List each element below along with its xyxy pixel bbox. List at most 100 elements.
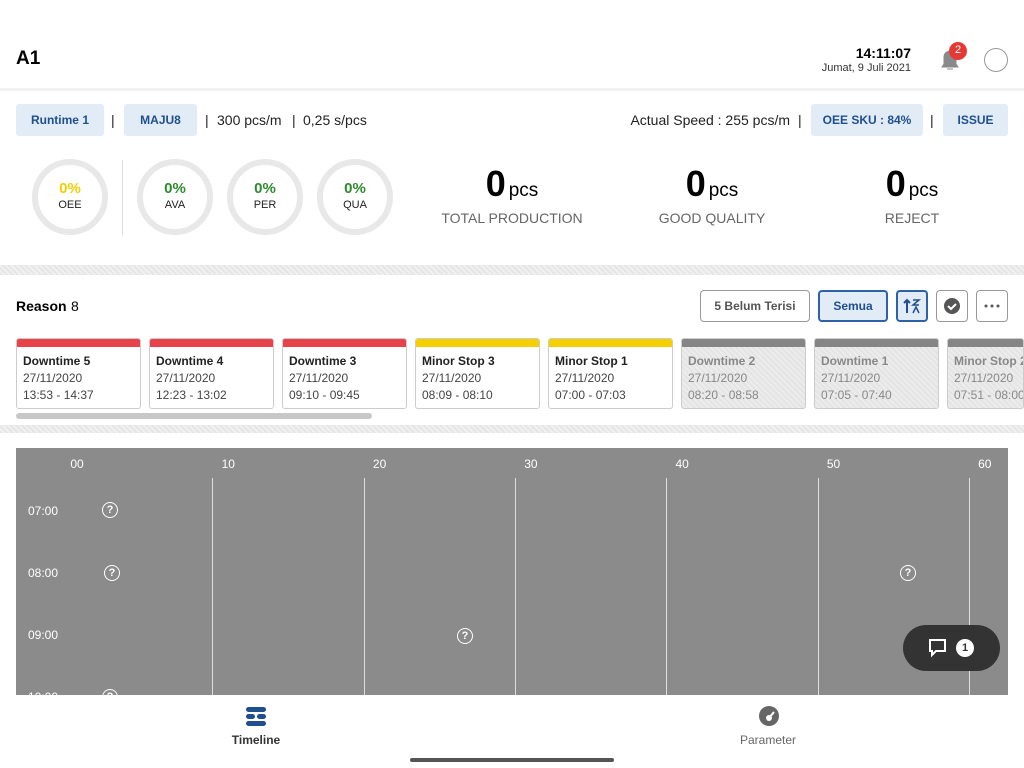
notification-count: 2 bbox=[954, 44, 962, 56]
sort-button[interactable] bbox=[896, 290, 928, 322]
grid-line bbox=[968, 478, 970, 695]
cycle-time: 0,25 s/pcs bbox=[303, 112, 367, 128]
actual-speed: Actual Speed : 255 pcs/m bbox=[630, 112, 790, 128]
card-time: 07:51 - 08:00 bbox=[954, 388, 1024, 402]
hour-label: 10:00 bbox=[28, 690, 58, 695]
reason-card[interactable]: Downtime 2 27/11/2020 08:20 - 08:58 bbox=[681, 338, 806, 409]
reason-card[interactable]: Downtime 4 27/11/2020 12:23 - 13:02 bbox=[149, 338, 274, 409]
minute-label: 00 bbox=[70, 457, 84, 471]
section-band bbox=[0, 265, 1024, 275]
all-button[interactable]: Semua bbox=[818, 290, 888, 322]
counter-unit: pcs bbox=[708, 180, 739, 201]
card-date: 27/11/2020 bbox=[289, 371, 349, 385]
chat-button[interactable]: 1 bbox=[903, 625, 1000, 671]
card-status-bar bbox=[682, 339, 805, 347]
counter-label: REJECT bbox=[884, 210, 940, 226]
grid-line bbox=[212, 478, 214, 695]
chat-icon bbox=[929, 639, 946, 658]
sku-chip[interactable]: MAJU8 bbox=[124, 104, 197, 136]
minute-label: 40 bbox=[675, 457, 689, 471]
timeline-icon bbox=[246, 707, 266, 726]
event-marker[interactable]: ? bbox=[102, 502, 118, 518]
scrollbar bbox=[16, 413, 372, 419]
card-name: Downtime 4 bbox=[156, 354, 224, 368]
gauge-divider bbox=[122, 160, 123, 235]
filter-button[interactable]: 5 Belum Terisi bbox=[700, 290, 810, 322]
reason-card[interactable]: Minor Stop 2 27/11/2020 07:51 - 08:00 bbox=[947, 338, 1024, 409]
card-date: 27/11/2020 bbox=[23, 371, 83, 385]
nav-parameter[interactable]: Parameter bbox=[739, 733, 797, 747]
notification-bell[interactable] bbox=[936, 42, 970, 74]
date: Jumat, 9 Juli 2021 bbox=[821, 62, 911, 74]
gauge-value: 0% bbox=[59, 180, 81, 197]
minute-label: 10 bbox=[221, 457, 235, 471]
reason-card[interactable]: Downtime 1 27/11/2020 07:05 - 07:40 bbox=[814, 338, 939, 409]
counter-label: TOTAL PRODUCTION bbox=[441, 210, 583, 226]
card-time: 07:00 - 07:03 bbox=[555, 388, 626, 402]
card-name: Minor Stop 2 bbox=[954, 354, 1024, 368]
counter: 0 pcs bbox=[412, 163, 612, 205]
card-status-bar bbox=[17, 339, 140, 347]
counter-label: GOOD QUALITY bbox=[658, 210, 766, 226]
counter: 0 pcs bbox=[812, 163, 1012, 205]
card-time: 07:05 - 07:40 bbox=[821, 388, 892, 402]
counter-value: 0 bbox=[885, 163, 906, 204]
gauge-ring bbox=[32, 159, 108, 235]
grid-line bbox=[514, 478, 516, 695]
card-date: 27/11/2020 bbox=[688, 371, 748, 385]
reason-card[interactable]: Minor Stop 3 27/11/2020 08:09 - 08:10 bbox=[415, 338, 540, 409]
card-name: Downtime 2 bbox=[688, 354, 756, 368]
event-marker[interactable]: ? bbox=[104, 565, 120, 581]
counter: 0 pcs bbox=[612, 163, 812, 205]
sort-icon bbox=[903, 298, 922, 314]
card-status-bar bbox=[283, 339, 406, 347]
event-marker[interactable]: ? bbox=[900, 565, 916, 581]
card-time: 08:20 - 08:58 bbox=[688, 388, 759, 402]
card-time: 08:09 - 08:10 bbox=[422, 388, 493, 402]
gauge-ring bbox=[317, 159, 393, 235]
card-name: Downtime 5 bbox=[23, 354, 91, 368]
card-name: Downtime 1 bbox=[821, 354, 889, 368]
reason-card[interactable]: Downtime 3 27/11/2020 09:10 - 09:45 bbox=[282, 338, 407, 409]
card-name: Minor Stop 1 bbox=[555, 354, 628, 368]
parameter-icon bbox=[759, 706, 779, 726]
card-status-bar bbox=[549, 339, 672, 347]
avatar[interactable] bbox=[984, 48, 1008, 72]
grid-line bbox=[363, 478, 365, 695]
badge bbox=[949, 42, 967, 60]
more-icon bbox=[984, 304, 1000, 308]
minute-label: 50 bbox=[826, 457, 841, 471]
nav-timeline[interactable]: Timeline bbox=[231, 733, 281, 747]
hour-label: 07:00 bbox=[28, 504, 59, 518]
counter-value: 0 bbox=[485, 163, 506, 204]
event-marker[interactable]: ? bbox=[457, 628, 473, 644]
separator: | bbox=[292, 112, 296, 128]
card-status-bar bbox=[815, 339, 938, 347]
bottom-nav: Timeline Parameter bbox=[0, 695, 1024, 768]
card-name: Minor Stop 3 bbox=[422, 354, 495, 368]
gauge-label: QUA bbox=[343, 199, 367, 211]
gauge-ring bbox=[227, 159, 303, 235]
oee-sku-chip[interactable]: OEE SKU : 84% bbox=[811, 104, 923, 136]
gauge-label: AVA bbox=[164, 199, 186, 211]
reason-card[interactable]: Downtime 5 27/11/2020 13:53 - 14:37 bbox=[16, 338, 141, 409]
divider bbox=[0, 88, 1024, 91]
card-status-bar bbox=[416, 339, 539, 347]
reason-card[interactable]: Minor Stop 1 27/11/2020 07:00 - 07:03 bbox=[548, 338, 673, 409]
check-button[interactable] bbox=[936, 290, 968, 322]
hour-label: 08:00 bbox=[28, 566, 59, 580]
minute-label: 20 bbox=[372, 457, 387, 471]
card-status-bar bbox=[948, 339, 1023, 347]
machine-title: A1 bbox=[16, 48, 41, 69]
issue-chip[interactable]: ISSUE bbox=[943, 104, 1008, 136]
gauge-label: PER bbox=[253, 199, 277, 211]
runtime-chip[interactable]: Runtime 1 bbox=[16, 104, 104, 136]
more-button[interactable] bbox=[976, 290, 1008, 322]
clock: 14:11:07 bbox=[855, 45, 911, 61]
home-indicator bbox=[410, 758, 614, 762]
card-time: 09:10 - 09:45 bbox=[289, 388, 360, 402]
speed: 300 pcs/m bbox=[217, 112, 282, 128]
reason-count: 8 bbox=[71, 298, 79, 314]
card-date: 27/11/2020 bbox=[555, 371, 615, 385]
